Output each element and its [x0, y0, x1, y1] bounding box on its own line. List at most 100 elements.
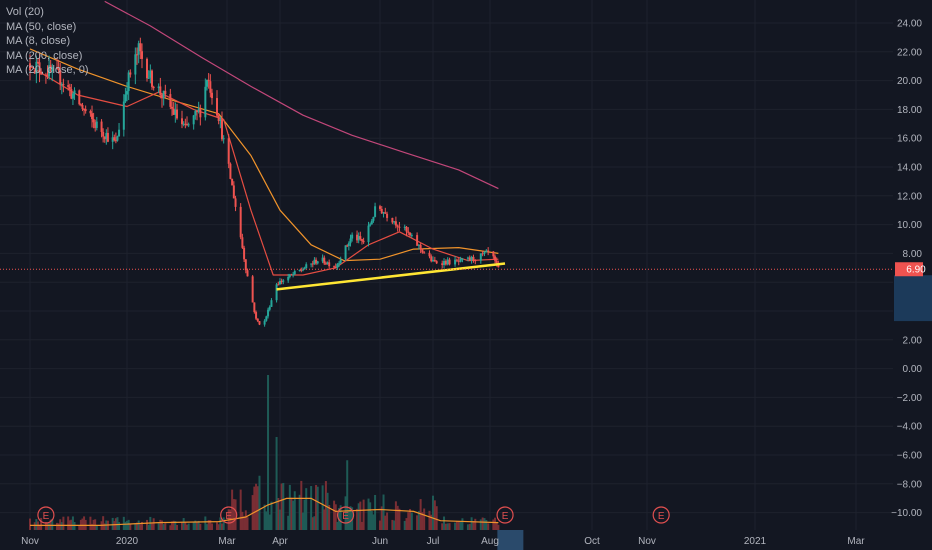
candle-body [94, 122, 97, 128]
candle-body [192, 115, 195, 125]
volume-bar [33, 522, 36, 530]
price-axis[interactable]: 24.00 22.00 20.00 18.00 16.00 14.00 12.00 10.00… [891, 19, 932, 520]
candle-body [113, 137, 116, 141]
candle-body [184, 123, 187, 125]
candle-body [379, 206, 381, 209]
volume-bar [492, 519, 495, 530]
volume-bar [95, 525, 98, 530]
price-range-shade [894, 275, 932, 322]
volume-bar [305, 488, 308, 530]
volume-bar [219, 517, 222, 530]
x-tick-label: Aug [481, 536, 499, 547]
candle-body [433, 259, 436, 262]
candle-body [126, 91, 128, 95]
candle-body [216, 98, 218, 116]
candle-body [428, 252, 431, 257]
legend-ma20[interactable]: MA (20, close, 0) [6, 64, 89, 76]
volume-bar [48, 522, 51, 530]
candle-body [382, 212, 385, 214]
indicator-legend: Vol (20) MA (50, close) MA (8, close) MA… [6, 5, 89, 78]
volume-bar [288, 484, 291, 530]
volume-bar [454, 522, 457, 530]
volume-bar [199, 523, 202, 530]
volume-bar [457, 521, 460, 530]
candle-body [222, 138, 225, 140]
volume-bar [181, 521, 183, 530]
x-tick-label: Oct [584, 536, 600, 547]
y-tick-label: 10.00 [897, 220, 922, 231]
legend-ma200[interactable]: MA (200, close) [6, 49, 83, 62]
volume-bar [417, 511, 420, 530]
volume-bar [428, 510, 431, 530]
volume-bar [231, 489, 234, 530]
y-tick-label: 14.00 [897, 163, 922, 174]
earnings-marker-circle [220, 506, 238, 524]
candle-body [409, 232, 412, 236]
candle-body [157, 86, 160, 89]
x-tick-label: Mar [218, 536, 236, 547]
candle-body [277, 284, 280, 286]
volume-bar-peak [346, 460, 349, 530]
candle-body [91, 113, 94, 120]
candle-body [359, 236, 362, 240]
earnings-marker-label: E [225, 511, 232, 522]
volume-bar [393, 520, 396, 530]
candle-body [316, 261, 319, 264]
candle-body [231, 178, 234, 186]
trendline[interactable] [276, 262, 506, 291]
volume-bar [83, 516, 86, 530]
candle-body [494, 256, 497, 261]
candle-body [176, 109, 178, 119]
candle-body [38, 62, 41, 72]
volume-bar [71, 516, 74, 530]
candle-body [239, 206, 242, 238]
volume-bar [184, 522, 187, 530]
volume-bar [176, 524, 178, 530]
candle-body [351, 234, 354, 239]
volume-bar [362, 499, 365, 530]
volume-bar [303, 499, 306, 530]
candle-body [301, 269, 304, 271]
volume-bar [73, 522, 76, 530]
legend-vol[interactable]: Vol (20) [6, 6, 44, 18]
candle-body [207, 79, 210, 82]
price-tag-label: 6.90 [906, 265, 926, 276]
volume-bar [89, 516, 92, 530]
candle-body [334, 266, 337, 268]
volume-bar [159, 519, 162, 530]
volume-bar [483, 518, 486, 530]
candle-body [197, 109, 200, 112]
candle-body [56, 67, 59, 69]
legend-ma8[interactable]: MA (8, close) [6, 35, 71, 47]
earnings-marker-label: E [502, 511, 509, 522]
candle-body [430, 256, 433, 262]
volume-bar [174, 521, 177, 530]
volume-bar [432, 495, 434, 530]
candle-body [455, 259, 458, 261]
volume-bar [301, 512, 304, 530]
volume-bar [256, 486, 259, 530]
time-axis[interactable]: Nov 2020 Mar Apr Jun Jul Aug Oct Nov 2021 Mar [21, 530, 865, 550]
candle-body [243, 247, 246, 260]
volume-bar [103, 523, 106, 530]
candle-body [349, 238, 352, 244]
volume-bar [182, 518, 185, 530]
volume-bar [391, 519, 394, 530]
candle-body [196, 111, 198, 113]
volume-bar [277, 497, 280, 530]
volume-bar [468, 523, 471, 530]
candle-body [347, 243, 350, 247]
legend-ma50[interactable]: MA (50, close) [6, 20, 77, 33]
candle-body [114, 140, 117, 142]
candle-body [211, 92, 213, 99]
volume-bar [263, 504, 266, 530]
candle-body [44, 74, 47, 76]
candle-body [36, 61, 39, 63]
candle-body [206, 79, 208, 87]
candle-body [227, 138, 230, 164]
candle-body [187, 124, 190, 126]
volume-bar [29, 518, 31, 530]
volume-bar [244, 510, 247, 530]
